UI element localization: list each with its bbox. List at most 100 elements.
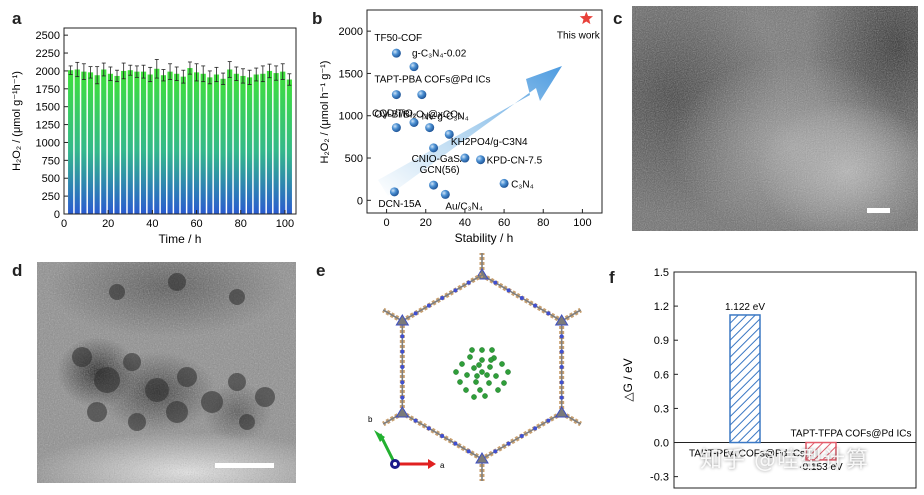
bar-category-label: TAPT-PBA COFs@Pd ICs [689, 449, 805, 460]
scatter-point [499, 178, 509, 188]
bar [187, 68, 193, 214]
cof-structure-model: a b [368, 253, 582, 481]
y-tick-label: 1750 [36, 84, 60, 96]
point-label: TF50-COF [374, 33, 422, 44]
panel-label-b: b [312, 9, 323, 28]
x-tick-label: 20 [420, 217, 432, 229]
point-label: TAPT-PBA COFs@Pd ICs [374, 75, 490, 86]
x-tick-label: 0 [61, 218, 67, 230]
y-tick-label: 1500 [36, 102, 60, 114]
y-tick-label: 2500 [36, 30, 60, 42]
tem-image-c [632, 6, 918, 231]
pd-atom [479, 369, 485, 375]
nitrogen-atom [400, 395, 405, 400]
pd-atom [505, 369, 511, 375]
y-tick-label: 1250 [36, 120, 60, 132]
pd-atom [479, 357, 485, 363]
pd-atom [499, 361, 505, 367]
scatter-point [440, 189, 450, 199]
y-tick-label: 0 [54, 209, 60, 221]
bar [180, 76, 186, 215]
bar [101, 69, 107, 214]
bar [280, 71, 286, 214]
nitrogen-atom [400, 349, 405, 354]
point-label: OV-Bi/Bi₂O₂@xCO₃ [374, 110, 462, 121]
chart-b-frame [366, 9, 603, 214]
bar [74, 69, 80, 214]
chart-a-frame [63, 27, 297, 215]
bar [286, 79, 292, 214]
point-label: KH2PO4/g-C3N4 [451, 137, 528, 148]
x-tick-label: 100 [573, 217, 591, 229]
pd-atom [457, 379, 463, 385]
bar [253, 74, 259, 214]
point-label: CQD/TiO₂ [372, 108, 417, 119]
y-tick-label: 1000 [36, 137, 60, 149]
nitrogen-atom [426, 303, 431, 308]
point-label: KPD-CN-7.5 [487, 156, 543, 167]
tem-image-d [37, 262, 296, 483]
y-tick-label: 500 [345, 153, 363, 165]
framework-branch-core [561, 309, 582, 322]
bar [147, 74, 153, 214]
bar [167, 71, 173, 214]
panel-label-c: c [613, 9, 623, 28]
y-tick-label: 0.6 [654, 369, 669, 381]
nitrogen-atom [546, 418, 551, 423]
nitrogen-atom [453, 288, 458, 293]
pd-atom [495, 387, 501, 393]
bar [260, 73, 266, 215]
nitrogen-atom [493, 449, 498, 454]
bar [193, 72, 200, 214]
bar [200, 73, 206, 215]
bar [247, 77, 253, 214]
nitrogen-atom [559, 349, 564, 354]
y-tick-label: 1.2 [654, 301, 669, 313]
panel-label-e: e [316, 261, 326, 280]
triazine-node [554, 406, 569, 418]
nitrogen-atom [440, 296, 445, 300]
nitrogen-atom [400, 380, 405, 385]
nitrogen-atom [493, 280, 498, 285]
pd-atom [501, 380, 507, 386]
y-tick-label: 2000 [36, 66, 60, 78]
nitrogen-atom [453, 441, 458, 446]
y-tick-label: -0.3 [650, 472, 669, 484]
bar [107, 73, 113, 215]
y-tick-label: 1.5 [654, 267, 669, 279]
x-tick-label: 100 [276, 218, 294, 230]
triazine-node [475, 452, 489, 464]
scatter-point [444, 129, 454, 139]
pd-atom [489, 347, 495, 353]
bar [160, 75, 167, 214]
y-tick-label: 0.3 [654, 403, 669, 415]
y-tick-label: 0.9 [654, 335, 669, 347]
nitrogen-atom [400, 365, 405, 369]
nitrogen-atom [400, 334, 405, 339]
scatter-point [425, 123, 435, 133]
bar [273, 73, 279, 214]
triazine-node [554, 314, 569, 326]
nitrogen-atom [440, 434, 445, 438]
this-work-star [579, 11, 593, 25]
bar [174, 73, 180, 215]
bar [213, 74, 220, 214]
pd-atom [476, 362, 482, 368]
bar [127, 70, 133, 214]
point-label: C₃N₄ [511, 179, 534, 190]
chart-b-ylabel: H₂O₂ / (μmol h⁻¹ g⁻¹) [319, 61, 331, 164]
point-label: GCN(56) [420, 165, 460, 176]
y-tick-label: 0.0 [654, 438, 669, 450]
pd-atom [469, 347, 475, 353]
pd-atom [474, 373, 480, 379]
nitrogen-atom [559, 365, 564, 369]
chart-a-xlabel: Time / h [159, 232, 202, 246]
panel-label-a: a [12, 9, 22, 28]
point-label: g-C₃N₄-0.02 [412, 49, 467, 60]
bar [227, 69, 233, 214]
crystal-axes: a b [368, 415, 445, 470]
bar [233, 73, 239, 215]
x-tick-label: 80 [235, 218, 247, 230]
scatter-point [429, 180, 439, 190]
